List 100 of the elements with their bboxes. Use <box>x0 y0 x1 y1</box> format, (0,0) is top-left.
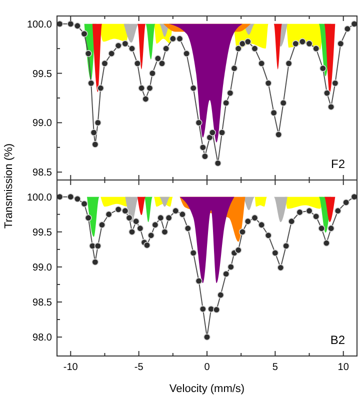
point <box>195 277 202 284</box>
point <box>74 195 81 202</box>
point <box>217 291 224 298</box>
point <box>264 232 272 239</box>
point <box>176 35 184 42</box>
x-tick-label: -5 <box>134 362 144 373</box>
point <box>136 224 144 232</box>
point <box>184 224 192 232</box>
point <box>152 221 159 228</box>
point <box>199 144 206 151</box>
point <box>280 99 287 106</box>
point <box>332 80 339 87</box>
point <box>298 38 306 46</box>
point <box>148 70 156 77</box>
x-tick-label: -10 <box>63 362 78 373</box>
point <box>319 64 326 72</box>
point <box>195 119 202 126</box>
point <box>165 214 172 222</box>
point <box>74 22 81 30</box>
point <box>251 45 258 52</box>
point <box>324 90 330 97</box>
point <box>90 129 98 136</box>
point <box>162 45 170 52</box>
point <box>234 246 242 254</box>
point <box>114 206 122 213</box>
point <box>190 84 197 92</box>
point <box>122 40 129 48</box>
point <box>80 200 88 208</box>
point <box>84 214 92 222</box>
point <box>101 60 108 67</box>
y-tick-label: 99.0 <box>32 118 52 130</box>
annotation: B2 <box>330 333 346 347</box>
point <box>306 40 313 48</box>
point <box>132 218 140 225</box>
point <box>108 50 116 58</box>
point <box>208 129 216 136</box>
point <box>318 224 326 232</box>
point <box>337 40 344 48</box>
y-tick-label: 98.5 <box>32 298 52 309</box>
point <box>84 50 92 58</box>
point <box>244 218 252 225</box>
point <box>328 103 335 110</box>
point <box>128 45 136 52</box>
point <box>158 60 166 67</box>
point <box>138 84 146 92</box>
x-tick-label: 5 <box>272 362 278 373</box>
point <box>292 40 300 48</box>
point <box>218 129 226 136</box>
point <box>244 38 252 46</box>
point <box>251 214 258 222</box>
point <box>264 80 272 87</box>
point <box>272 249 279 256</box>
y-tick-label: 100.0 <box>26 19 52 30</box>
point <box>322 240 330 247</box>
point <box>258 221 266 228</box>
y-tick-label: 98.0 <box>32 332 52 344</box>
point <box>94 119 102 126</box>
point <box>230 64 238 72</box>
point <box>328 224 335 232</box>
point <box>275 131 282 138</box>
point <box>144 242 150 249</box>
point <box>142 95 150 102</box>
point <box>206 134 214 142</box>
point <box>277 264 284 272</box>
point <box>80 30 88 38</box>
point <box>312 212 320 220</box>
point <box>222 99 230 106</box>
point <box>344 25 351 32</box>
point <box>157 214 164 222</box>
point <box>128 228 136 236</box>
point <box>190 249 197 256</box>
point <box>67 193 74 200</box>
point <box>312 45 320 52</box>
point <box>92 258 99 266</box>
point <box>306 207 313 214</box>
point <box>97 84 104 92</box>
point <box>88 80 95 87</box>
point <box>161 228 168 236</box>
y-tick-label: 99.5 <box>32 68 52 80</box>
y-axis-title: Transmission (%) <box>3 143 15 229</box>
point <box>285 60 292 67</box>
point <box>288 218 296 225</box>
point <box>234 45 242 52</box>
point <box>296 208 304 216</box>
x-axis-title: Velocity (mm/s) <box>169 383 245 395</box>
point <box>282 242 290 250</box>
point <box>154 54 162 62</box>
point <box>334 207 342 214</box>
point <box>204 334 210 341</box>
x-tick-label: 0 <box>204 362 210 373</box>
point <box>183 50 190 58</box>
y-tick-label: 98.5 <box>32 168 52 179</box>
point <box>258 60 266 67</box>
point <box>92 140 99 148</box>
point <box>122 207 129 214</box>
point <box>214 160 222 167</box>
point <box>238 40 246 48</box>
point <box>226 90 234 97</box>
x-tick-label: 10 <box>338 362 350 373</box>
point <box>67 20 74 28</box>
